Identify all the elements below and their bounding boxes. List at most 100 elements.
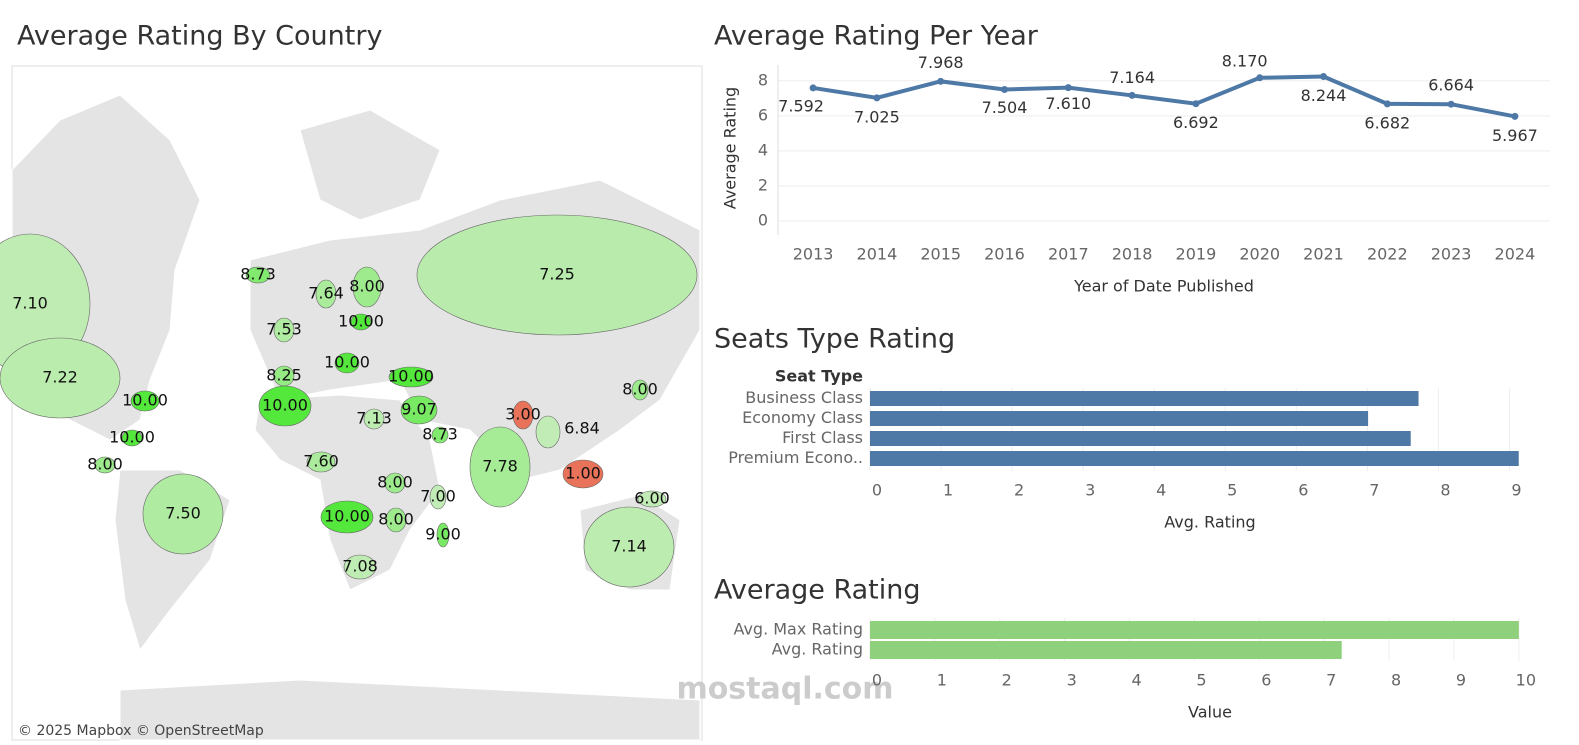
x-tick-label: 6 — [1261, 671, 1271, 690]
country-label: 8.25 — [266, 366, 302, 385]
point — [1511, 112, 1519, 120]
country — [583, 506, 675, 588]
country — [512, 400, 534, 430]
country-label: 8.00 — [377, 473, 413, 492]
country-label: 9.00 — [425, 525, 461, 544]
value-label: 7.968 — [918, 53, 964, 72]
country — [130, 390, 160, 412]
x-tick-label: 2016 — [984, 245, 1025, 264]
point — [1064, 84, 1072, 92]
x-tick-label: 9 — [1511, 481, 1521, 500]
value-label: 6.692 — [1173, 113, 1219, 132]
value-label: 8.170 — [1222, 51, 1268, 70]
bar — [870, 621, 1519, 639]
value-label: 8.244 — [1301, 86, 1347, 105]
x-tick-label: 1 — [937, 671, 947, 690]
x-tick-label: 2015 — [920, 245, 961, 264]
country-label: 10.00 — [324, 353, 370, 372]
map-title: Average Rating By Country — [17, 21, 382, 52]
x-axis-title: Year of Date Published — [1073, 277, 1254, 296]
x-tick-label: 1 — [943, 481, 953, 500]
x-tick-label: 2018 — [1112, 245, 1153, 264]
country — [431, 426, 449, 444]
x-tick-label: 2013 — [793, 245, 834, 264]
bar — [870, 451, 1519, 466]
point — [1320, 72, 1328, 80]
x-axis-title: Value — [1188, 703, 1232, 722]
attribution: © 2025 Mapbox © OpenStreetMap — [18, 723, 264, 739]
x-tick-label: 2024 — [1495, 245, 1536, 264]
bar — [870, 411, 1369, 426]
point — [873, 94, 881, 102]
point — [809, 84, 817, 92]
x-tick-label: 3 — [1085, 481, 1095, 500]
country-label: 8.00 — [87, 455, 123, 474]
country-label: 8.73 — [422, 425, 458, 444]
x-tick-label: 8 — [1440, 481, 1450, 500]
country-label: 10.00 — [388, 367, 434, 386]
country — [0, 337, 121, 419]
x-tick-label: 2014 — [857, 245, 898, 264]
category-label: Premium Econo.. — [728, 448, 863, 467]
value-label: 6.682 — [1364, 113, 1410, 132]
country — [320, 500, 374, 534]
country-label: 7.78 — [482, 457, 518, 476]
country-label: 8.73 — [240, 265, 276, 284]
country-label: 10.00 — [324, 507, 370, 526]
x-tick-label: 2019 — [1176, 245, 1217, 264]
country-label: 7.00 — [420, 487, 456, 506]
x-tick-label: 7 — [1326, 671, 1336, 690]
country — [306, 451, 336, 473]
x-tick-label: 5 — [1227, 481, 1237, 500]
x-tick-label: 4 — [1156, 481, 1166, 500]
x-tick-label: 2 — [1002, 671, 1012, 690]
country-label: 7.14 — [611, 537, 647, 556]
country-label: 8.00 — [349, 277, 385, 296]
country-label: 9.07 — [401, 400, 437, 419]
country — [416, 214, 698, 336]
country — [535, 415, 561, 449]
country — [94, 456, 116, 474]
value-label: 7.025 — [854, 107, 900, 126]
line — [812, 74, 1516, 119]
country-label: 7.25 — [539, 265, 575, 284]
x-tick-label: 0 — [872, 481, 882, 500]
country-label: 10.00 — [338, 312, 384, 331]
avg-title: Average Rating — [714, 575, 921, 606]
x-tick-label: 2020 — [1239, 245, 1280, 264]
country — [429, 484, 447, 510]
x-tick-label: 2017 — [1048, 245, 1089, 264]
y-tick-label: 8 — [758, 70, 768, 89]
x-tick-label: 2022 — [1367, 245, 1408, 264]
x-tick-label: 4 — [1131, 671, 1141, 690]
category-header: Seat Type — [775, 367, 863, 386]
x-tick-label: 2021 — [1303, 245, 1344, 264]
value-label: 7.504 — [982, 98, 1028, 117]
category-label: Business Class — [745, 388, 863, 407]
x-tick-label: 8 — [1391, 671, 1401, 690]
country — [469, 426, 531, 508]
country — [343, 554, 377, 580]
country-label: 3.00 — [505, 405, 541, 424]
country — [385, 507, 407, 533]
country-label: 1.00 — [565, 464, 601, 483]
point — [1383, 100, 1391, 108]
country — [315, 279, 337, 309]
country — [384, 472, 406, 494]
country-label: 10.00 — [122, 391, 168, 410]
country — [400, 395, 438, 425]
country — [388, 366, 434, 388]
x-tick-label: 3 — [1067, 671, 1077, 690]
country — [273, 317, 295, 343]
country — [245, 266, 271, 284]
seat-title: Seats Type Rating — [714, 324, 955, 355]
value-label: 7.592 — [778, 96, 824, 115]
value-label: 7.164 — [1109, 68, 1155, 87]
country-label: 7.60 — [303, 452, 339, 471]
point — [937, 77, 945, 85]
country — [436, 522, 450, 548]
x-tick-label: 7 — [1369, 481, 1379, 500]
y-axis-title: Average Rating — [721, 87, 740, 209]
x-tick-label: 0 — [872, 671, 882, 690]
